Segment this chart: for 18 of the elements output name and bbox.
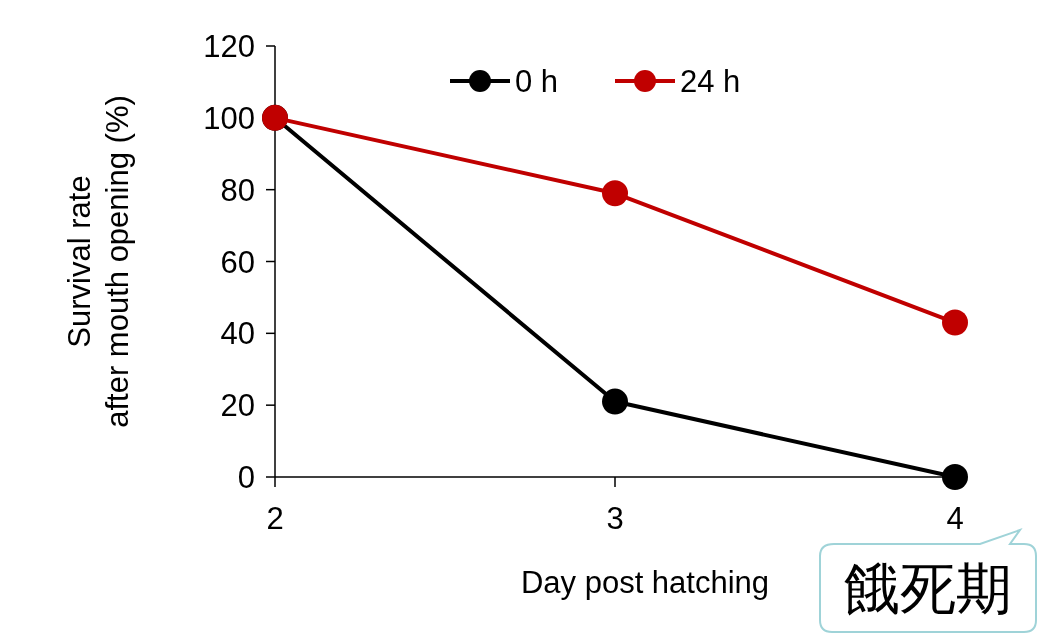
point xyxy=(602,180,628,207)
y-axis-title: Survival rate after mouth opening (%) xyxy=(62,95,135,428)
y-tick-label: 120 xyxy=(203,29,255,64)
y-tick-label: 20 xyxy=(220,388,255,424)
y-tick-label: 100 xyxy=(203,100,255,136)
legend-label: 24 h xyxy=(680,64,741,99)
legend-label: 0 h xyxy=(515,64,559,99)
y-tick-label: 60 xyxy=(220,244,255,280)
y-tick-label: 40 xyxy=(220,316,255,352)
x-tick-label: 2 xyxy=(266,501,284,536)
y-tick-label: 80 xyxy=(220,172,255,208)
point xyxy=(942,309,968,336)
annotation-box: 餓死期 xyxy=(819,529,1037,633)
point xyxy=(602,388,628,415)
point xyxy=(942,464,968,490)
x-axis-title: Day post hatching xyxy=(520,565,770,600)
x-tick-label: 3 xyxy=(606,501,624,536)
y-tick-label: 0 xyxy=(237,460,255,495)
